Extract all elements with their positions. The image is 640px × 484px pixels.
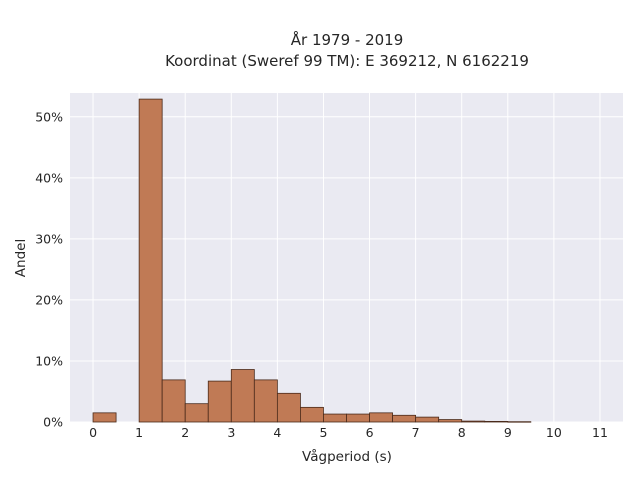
- histogram-bar-16: [484, 420, 509, 423]
- x-tick-label-0: 0: [89, 425, 97, 440]
- bars-group: [92, 98, 532, 423]
- x-tick-label-5: 5: [319, 425, 327, 440]
- histogram-bar-5: [230, 369, 255, 423]
- x-tick-label-9: 9: [504, 425, 512, 440]
- histogram-bar-3: [184, 403, 209, 423]
- x-tick-labels: 0 1 2 3 4 5 6 7 8 9 10 11: [89, 425, 608, 440]
- x-axis-label: Vågperiod (s): [302, 448, 392, 465]
- histogram-bar-0: [92, 412, 117, 423]
- x-tick-label-4: 4: [273, 425, 281, 440]
- histogram-bar-10: [346, 413, 370, 423]
- chart-title-line-2: Koordinat (Sweref 99 TM): E 369212, N 61…: [165, 52, 529, 70]
- y-axis-label: Andel: [13, 239, 29, 277]
- histogram-bar-2: [161, 379, 186, 423]
- x-tick-label-1: 1: [135, 425, 143, 440]
- histogram-bar-8: [300, 406, 324, 423]
- x-tick-label-8: 8: [458, 425, 466, 440]
- y-tick-label-0: 0%: [43, 415, 63, 430]
- histogram-bar-17: [507, 421, 532, 423]
- histogram-bar-14: [438, 419, 463, 423]
- y-tick-label-1: 10%: [35, 353, 63, 368]
- x-tick-label-2: 2: [181, 425, 189, 440]
- histogram-bar-12: [392, 414, 417, 423]
- x-tick-label-7: 7: [412, 425, 420, 440]
- histogram-bar-9: [323, 413, 347, 423]
- chart-title-line-1: År 1979 - 2019: [291, 30, 404, 49]
- x-tick-label-3: 3: [227, 425, 235, 440]
- histogram-bar-11: [369, 412, 393, 423]
- y-tick-label-3: 30%: [35, 231, 63, 246]
- y-tick-label-4: 40%: [35, 170, 63, 185]
- y-tick-labels: 0% 10% 20% 30% 40% 50%: [35, 109, 63, 429]
- histogram-bar-13: [415, 416, 440, 423]
- y-tick-label-2: 20%: [35, 292, 63, 307]
- histogram-bar-4: [207, 380, 232, 423]
- histogram-bar-1: [138, 98, 163, 423]
- histogram-bar-7: [276, 392, 301, 423]
- x-tick-label-6: 6: [366, 425, 374, 440]
- histogram-bar-6: [253, 379, 278, 423]
- histogram-bar-15: [461, 420, 486, 423]
- x-tick-label-11: 11: [592, 425, 608, 440]
- y-tick-label-5: 50%: [35, 109, 63, 124]
- x-tick-label-10: 10: [546, 425, 562, 440]
